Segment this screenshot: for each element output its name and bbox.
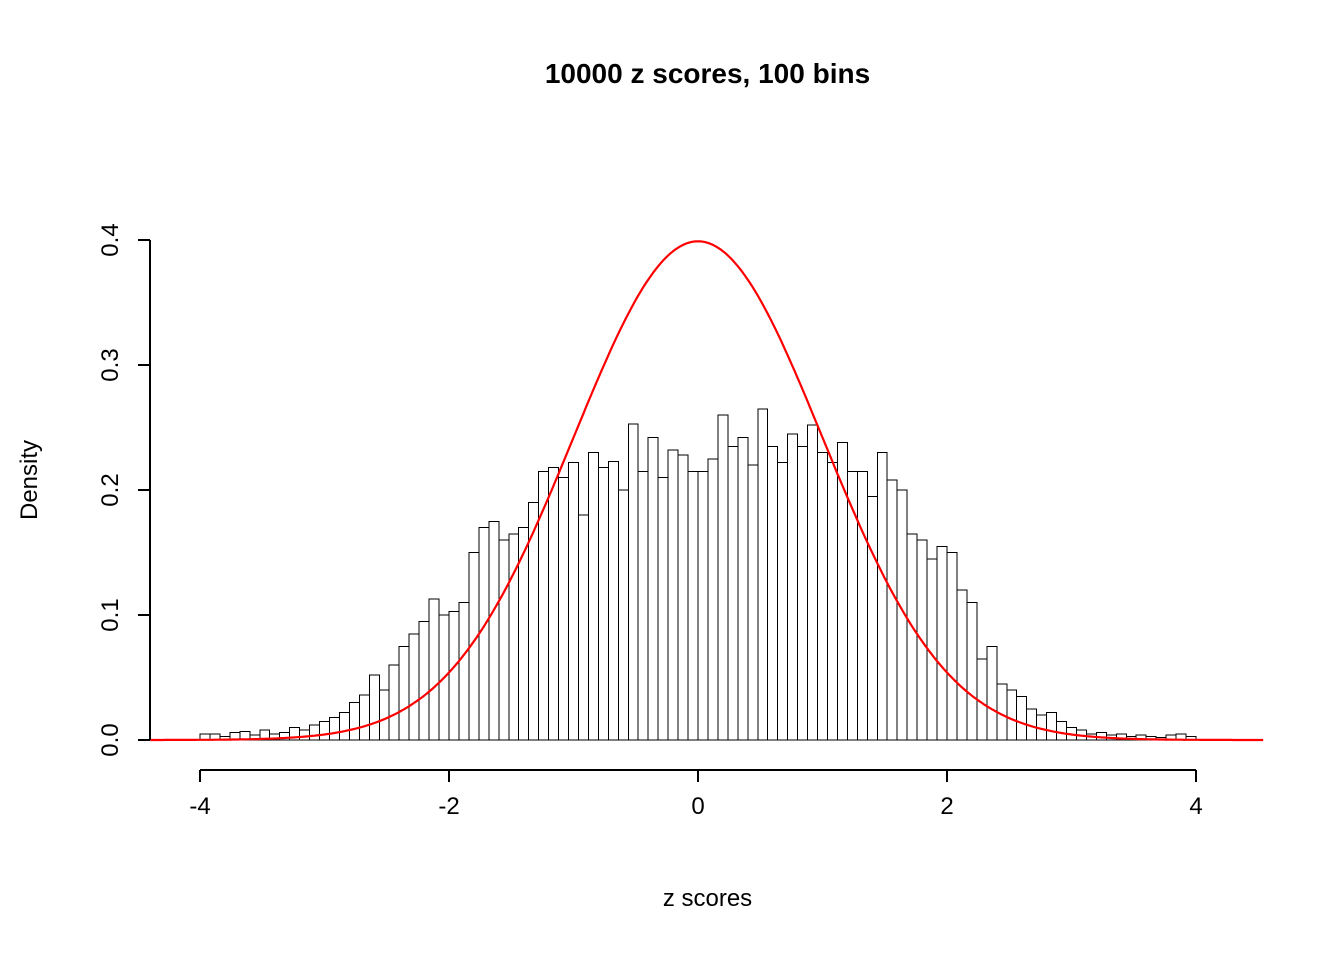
histogram-bar <box>498 539 510 741</box>
histogram-bar <box>677 454 689 741</box>
histogram-bar <box>548 467 560 741</box>
histogram-bar <box>428 598 440 741</box>
histogram-bar <box>647 437 659 741</box>
x-tick-label: -4 <box>189 793 210 820</box>
histogram-bar <box>1056 720 1068 741</box>
histogram-bar <box>797 445 809 741</box>
histogram-bar <box>717 414 729 741</box>
x-tick-label: 0 <box>691 793 704 820</box>
histogram-bar <box>707 458 719 741</box>
histogram-bar <box>627 423 639 741</box>
histogram-bar <box>558 477 570 741</box>
histogram-bar <box>617 489 629 741</box>
histogram-bar <box>757 408 769 741</box>
histogram-bar <box>328 717 340 741</box>
histogram-bar <box>667 449 679 741</box>
x-tick-label: 2 <box>940 793 953 820</box>
histogram-bar <box>358 694 370 741</box>
histogram-bar <box>1016 695 1028 741</box>
histogram-bar <box>657 477 669 741</box>
histogram-bar <box>807 424 819 741</box>
histogram-bar <box>747 464 759 741</box>
histogram-bar <box>946 552 958 741</box>
histogram-bar <box>348 702 360 741</box>
histogram-bar <box>777 462 789 741</box>
histogram-bar <box>388 664 400 741</box>
histogram-bar <box>368 674 380 741</box>
histogram-bar <box>587 452 599 741</box>
histogram-bar <box>299 729 311 741</box>
normal-density-curve <box>150 240 1264 742</box>
histogram-bar <box>886 479 898 741</box>
histogram-bar <box>826 462 838 741</box>
chart-title: 10000 z scores, 100 bins <box>544 58 871 89</box>
y-tick-label: 0.0 <box>97 723 124 756</box>
x-tick-label: -2 <box>438 793 459 820</box>
histogram-bar <box>986 645 998 741</box>
histogram-bar <box>966 602 978 741</box>
histogram-bar <box>418 620 430 741</box>
histogram-bar <box>398 645 410 741</box>
y-tick-label: 0.2 <box>97 473 124 506</box>
histogram-bar <box>309 724 321 741</box>
histogram-bar <box>568 462 579 741</box>
histogram-bar <box>846 470 858 741</box>
histogram-bar <box>876 452 888 741</box>
histogram-bar <box>597 467 609 741</box>
histogram-bar <box>856 470 868 741</box>
histogram-bar <box>687 470 699 741</box>
histogram-bar <box>936 545 948 741</box>
histogram-bar <box>767 445 779 741</box>
histogram-bar <box>737 437 749 741</box>
histogram-bar <box>787 433 799 741</box>
y-tick-label: 0.1 <box>97 598 124 631</box>
histogram-bar <box>637 470 649 741</box>
histogram-bar <box>378 689 390 741</box>
histogram-bar <box>577 514 589 741</box>
histogram-bar <box>488 520 500 741</box>
histogram-bar <box>458 602 470 741</box>
x-tick-label: 4 <box>1189 793 1202 820</box>
y-tick-label: 0.4 <box>97 223 124 256</box>
histogram-bar <box>607 460 619 741</box>
y-tick-label: 0.3 <box>97 348 124 381</box>
y-axis-label: Density <box>16 439 43 521</box>
histogram-bar <box>956 589 968 741</box>
histogram-bar <box>1006 689 1018 741</box>
x-axis-label: z scores <box>662 885 753 912</box>
histogram-bar <box>866 495 878 741</box>
histogram-bar <box>727 445 739 741</box>
histogram-bar <box>319 720 330 741</box>
histogram-bar <box>817 452 828 741</box>
histogram-bar <box>408 633 420 741</box>
histogram-bar <box>1046 712 1058 741</box>
histogram-bar <box>697 470 709 741</box>
histogram-bar <box>448 610 460 741</box>
histogram-bar <box>538 470 550 741</box>
histogram-bar <box>906 533 918 741</box>
histogram-bar <box>338 712 350 741</box>
